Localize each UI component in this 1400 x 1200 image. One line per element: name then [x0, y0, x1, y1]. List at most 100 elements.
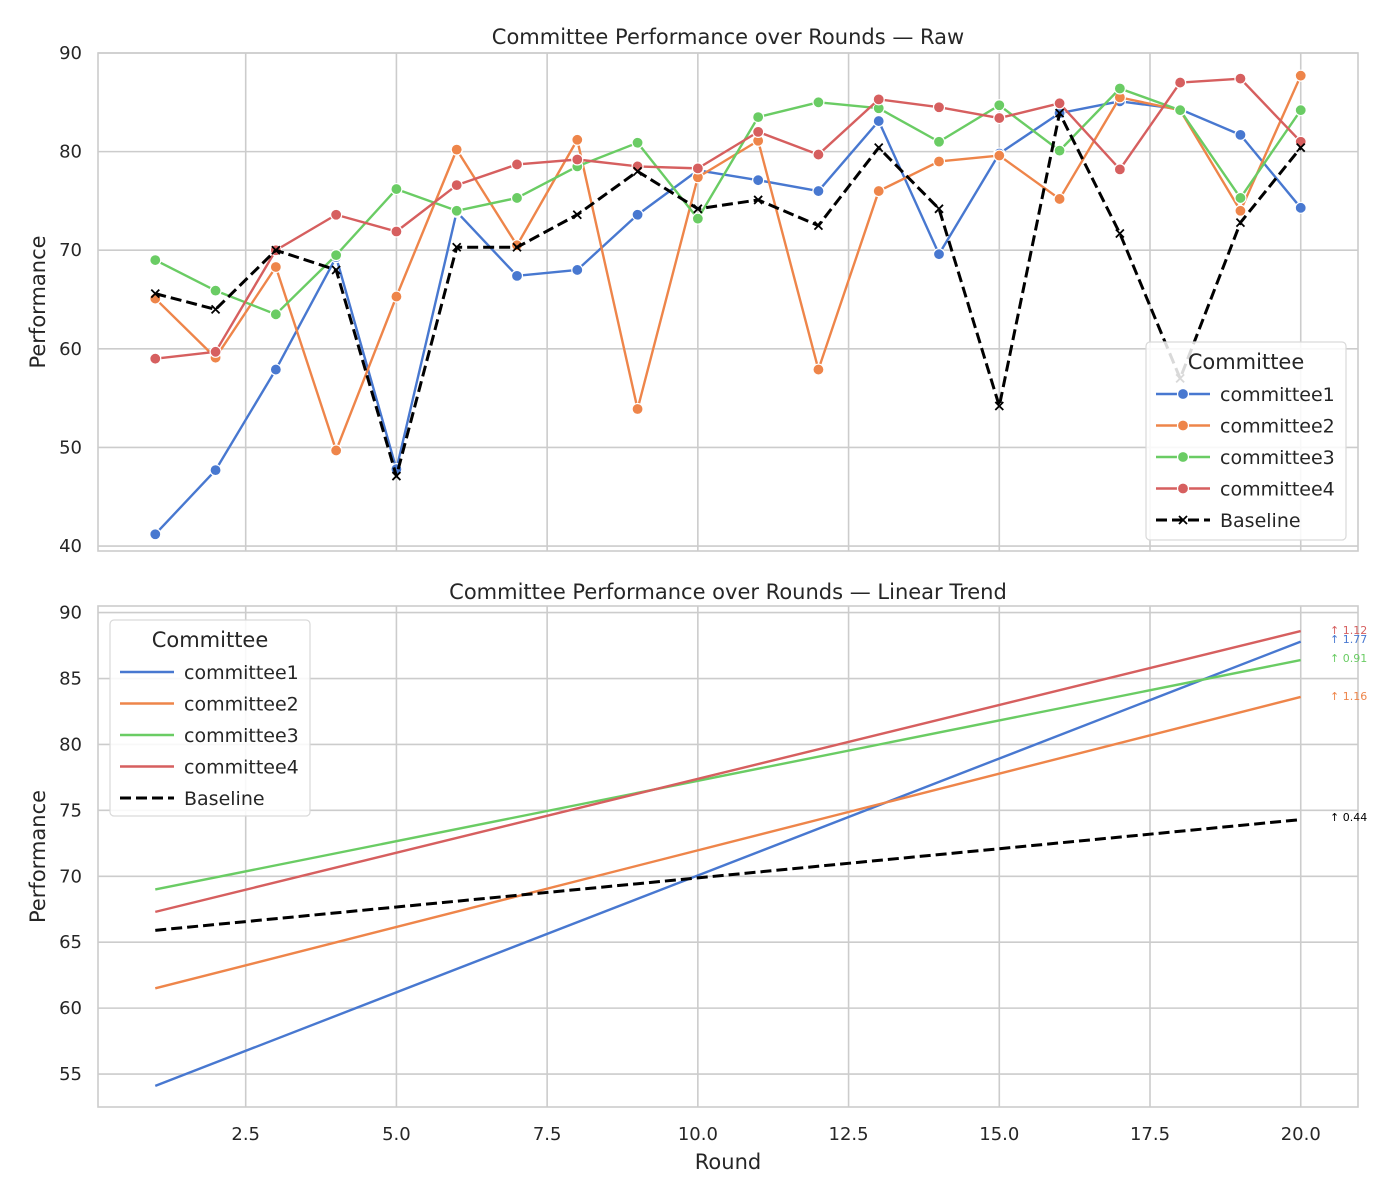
- data-point: [993, 99, 1006, 112]
- data-point: [812, 148, 825, 161]
- series-committee1: ↑ 1.77: [154, 633, 1367, 1088]
- series-baseline: [150, 108, 1306, 481]
- data-point: [269, 363, 282, 376]
- series-line: [154, 640, 1302, 1088]
- data-point: [993, 149, 1006, 162]
- data-point: [330, 249, 343, 262]
- data-point: [691, 212, 704, 225]
- data-point: [1235, 217, 1246, 228]
- x-tick-label: 20.0: [1281, 1124, 1321, 1145]
- series-line: [155, 658, 1301, 891]
- data-point: [450, 204, 463, 217]
- data-point: [149, 528, 162, 541]
- y-axis-label: Performance: [26, 790, 50, 923]
- legend-item-committee4: committee4: [1156, 479, 1335, 501]
- data-point: [209, 345, 222, 358]
- data-point: [813, 220, 824, 231]
- slope-annotation: ↑ 1.12: [1330, 624, 1367, 637]
- legend-label: committee4: [1220, 479, 1335, 501]
- y-tick-label: 90: [59, 43, 82, 64]
- legend-item-baseline: Baseline: [120, 788, 265, 810]
- data-point: [209, 464, 222, 477]
- y-tick-label: 85: [59, 669, 82, 690]
- y-tick-label: 50: [59, 437, 82, 458]
- chart-title: Committee Performance over Rounds — Raw: [492, 25, 964, 49]
- data-point: [872, 93, 885, 106]
- x-tick-label: 10.0: [678, 1124, 718, 1145]
- legend-label: Baseline: [1220, 510, 1301, 532]
- data-point: [390, 290, 403, 303]
- x-tick-label: 5.0: [382, 1124, 411, 1145]
- series-line: [155, 77, 1302, 360]
- legend-marker: [1176, 450, 1190, 464]
- series-committee1: [149, 95, 1307, 541]
- legend-item-committee2: committee2: [120, 694, 299, 716]
- series-line: [154, 87, 1302, 316]
- data-point: [1053, 144, 1066, 157]
- series-committee4: ↑ 1.12: [154, 624, 1367, 914]
- y-tick-label: 90: [59, 603, 82, 624]
- data-point: [812, 363, 825, 376]
- slope-annotation: ↑ 1.77: [1330, 633, 1367, 646]
- legend-item-committee1: committee1: [1156, 384, 1335, 406]
- data-point: [932, 155, 946, 168]
- data-point: [1174, 76, 1187, 89]
- data-point: [450, 143, 463, 156]
- x-tick-label: 12.5: [829, 1124, 869, 1145]
- legend-label: committee2: [184, 694, 299, 716]
- data-point: [752, 125, 765, 138]
- legend-label: committee2: [1220, 416, 1335, 438]
- legend-item-committee4: committee4: [120, 757, 299, 779]
- data-point: [149, 352, 162, 365]
- data-point: [391, 471, 402, 481]
- y-tick-label: 55: [59, 1064, 82, 1085]
- x-tick-label: 2.5: [231, 1124, 260, 1145]
- data-point: [150, 288, 160, 299]
- data-point: [209, 284, 222, 297]
- data-point: [269, 308, 282, 321]
- data-point: [269, 260, 282, 274]
- y-tick-label: 80: [59, 142, 82, 163]
- data-point: [1294, 104, 1307, 117]
- legend-label: committee1: [1220, 384, 1335, 406]
- y-axis-label: Performance: [26, 235, 50, 368]
- series-line: [154, 695, 1302, 990]
- legend: Committee committee1 committee2 committee3 c…: [1145, 341, 1347, 541]
- data-point: [1294, 135, 1307, 148]
- data-point: [932, 135, 946, 148]
- chart-panel-2: 55 60 65 70 75 80 85 90 2.5 5.0 7.5 10.0 12.5 15.0 17.…: [26, 580, 1367, 1174]
- series-line: [154, 100, 1302, 536]
- x-tick-label: 15.0: [979, 1124, 1019, 1145]
- y-tick-label: 80: [59, 734, 82, 755]
- chart-panel-1: 40 50 60 70 80 90 Committee Performance over R…: [26, 25, 1359, 557]
- data-point: [210, 304, 221, 315]
- x-tick-label: 7.5: [533, 1124, 562, 1145]
- slope-annotation: ↑ 1.16: [1330, 690, 1367, 703]
- slope-annotation: ↑ 0.44: [1330, 811, 1367, 824]
- chart-title: Committee Performance over Rounds — Line…: [449, 580, 1007, 604]
- data-point: [1234, 128, 1247, 141]
- data-point: [1234, 204, 1247, 217]
- y-tick-label: 60: [59, 998, 82, 1019]
- data-point: [693, 204, 703, 214]
- data-point: [1294, 201, 1307, 214]
- legend-marker: [1178, 515, 1188, 525]
- data-point: [452, 242, 462, 252]
- data-point: [1113, 82, 1126, 95]
- data-point: [1294, 69, 1307, 82]
- legend-label: committee3: [184, 725, 299, 747]
- legend-item-committee3: committee3: [120, 725, 299, 747]
- data-point: [271, 245, 281, 255]
- data-point: [874, 143, 884, 153]
- y-tick-label: 60: [59, 339, 82, 360]
- y-tick-label: 70: [59, 240, 82, 261]
- y-tick-label: 75: [59, 800, 82, 821]
- data-point: [390, 182, 403, 196]
- data-point: [1053, 192, 1066, 206]
- legend: Committee committee1 committee2 committee3 c…: [109, 619, 311, 817]
- data-point: [571, 263, 584, 277]
- data-point: [1054, 108, 1065, 118]
- plot-frame: [97, 605, 1359, 1108]
- data-point: [1296, 143, 1306, 153]
